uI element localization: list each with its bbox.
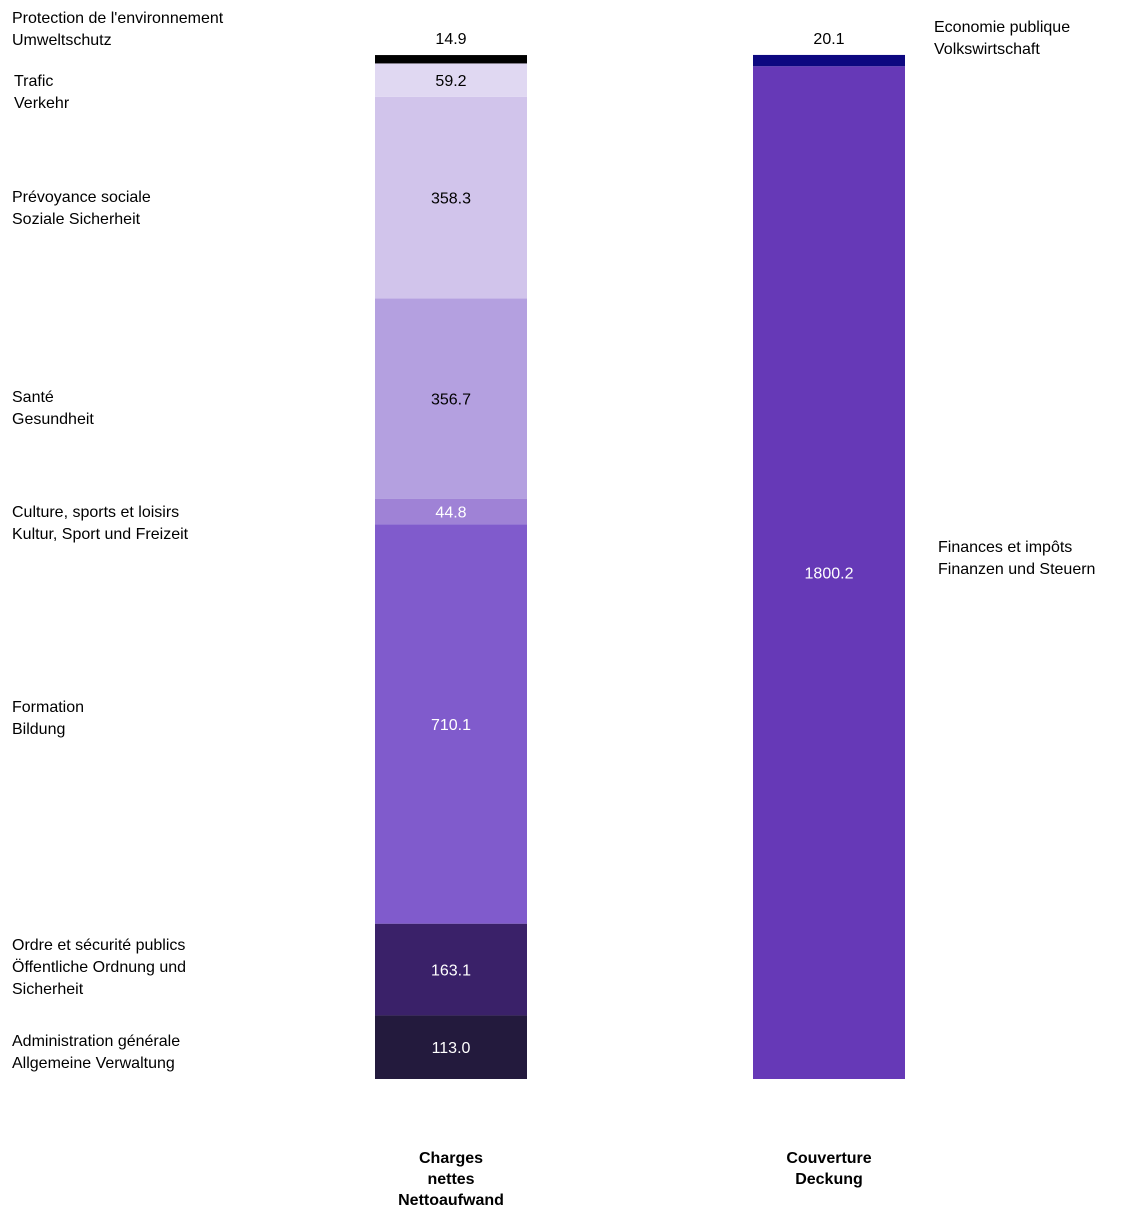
bar-segment	[375, 1015, 527, 1079]
category-label: Culture, sports et loisirs Kultur, Sport …	[12, 502, 188, 546]
bar-segment	[375, 55, 527, 64]
category-label-line: Finanzen und Steuern	[938, 561, 1096, 578]
category-label: Economie publique Volkswirtschaft	[934, 17, 1070, 61]
category-label-line: Kultur, Sport und Freizeit	[12, 526, 189, 543]
category-label-line: Trafic	[14, 73, 54, 90]
bar-segment	[375, 298, 527, 499]
column-label: Charges nettes Nettoaufwand	[366, 1148, 536, 1211]
bar-segment	[375, 96, 527, 299]
data-label: 14.9	[435, 31, 466, 48]
data-label: 358.3	[431, 191, 471, 208]
category-label-line: Santé	[12, 389, 54, 406]
data-label: 710.1	[431, 717, 471, 734]
category-label: Trafic Verkehr	[14, 71, 69, 115]
category-label-line: Protection de l'environnement	[12, 10, 224, 27]
data-label: 1800.2	[805, 566, 854, 583]
column-label-line: Charges	[418, 1150, 484, 1167]
category-label-line: Soziale Sicherheit	[12, 211, 141, 228]
category-label-line: Gesundheit	[12, 411, 94, 428]
category-label: Finances et impôts Finanzen und Steuern	[938, 537, 1095, 581]
data-label: 113.0	[432, 1040, 471, 1057]
bar-segment	[375, 524, 527, 924]
category-label-line: Administration générale	[12, 1033, 181, 1050]
category-label-line: Öffentliche Ordnung und	[12, 959, 187, 976]
bar-segment	[375, 63, 527, 97]
category-label-line: Prévoyance sociale	[12, 189, 151, 206]
category-label-line: Ordre et sécurité publics	[12, 937, 186, 954]
category-label-line: Allgemeine Verwaltung	[12, 1055, 175, 1072]
category-label-line: Verkehr	[14, 95, 70, 112]
category-label: Ordre et sécurité publics Öffentliche Ord…	[12, 935, 186, 1001]
bar-segment	[753, 66, 905, 1079]
data-label: 356.7	[431, 392, 471, 409]
data-label: 163.1	[431, 963, 471, 980]
data-label: 20.1	[813, 31, 844, 48]
category-label-line: Volkswirtschaft	[934, 41, 1040, 58]
category-label: Administration générale Allgemeine Verwal…	[12, 1031, 180, 1075]
category-label: Formation Bildung	[12, 697, 84, 741]
column-label-line: Couverture	[786, 1150, 872, 1167]
data-label: 59.2	[435, 73, 466, 90]
data-label: 44.8	[435, 505, 466, 522]
category-label-line: Economie publique	[934, 19, 1071, 36]
bar-segment	[753, 54, 905, 67]
category-label: Protection de l'environnement Umweltschut…	[12, 8, 223, 52]
column-label: Couverture Deckung	[744, 1148, 914, 1190]
category-label-line: Umweltschutz	[12, 32, 112, 49]
category-label-line: Formation	[12, 699, 85, 716]
column-label-line: Deckung	[795, 1171, 863, 1188]
category-label: Prévoyance sociale Soziale Sicherheit	[12, 187, 151, 231]
column-label-line: Nettoaufwand	[398, 1192, 504, 1209]
category-label-line: Bildung	[12, 721, 66, 738]
bar-segment	[375, 923, 527, 1016]
category-label-line: Finances et impôts	[938, 539, 1073, 556]
category-label-line: Culture, sports et loisirs	[12, 504, 180, 521]
bar-segment	[375, 498, 527, 525]
category-label-line: Sicherheit	[12, 981, 84, 998]
category-label: Santé Gesundheit	[12, 387, 94, 431]
column-label-line: nettes	[427, 1171, 475, 1188]
